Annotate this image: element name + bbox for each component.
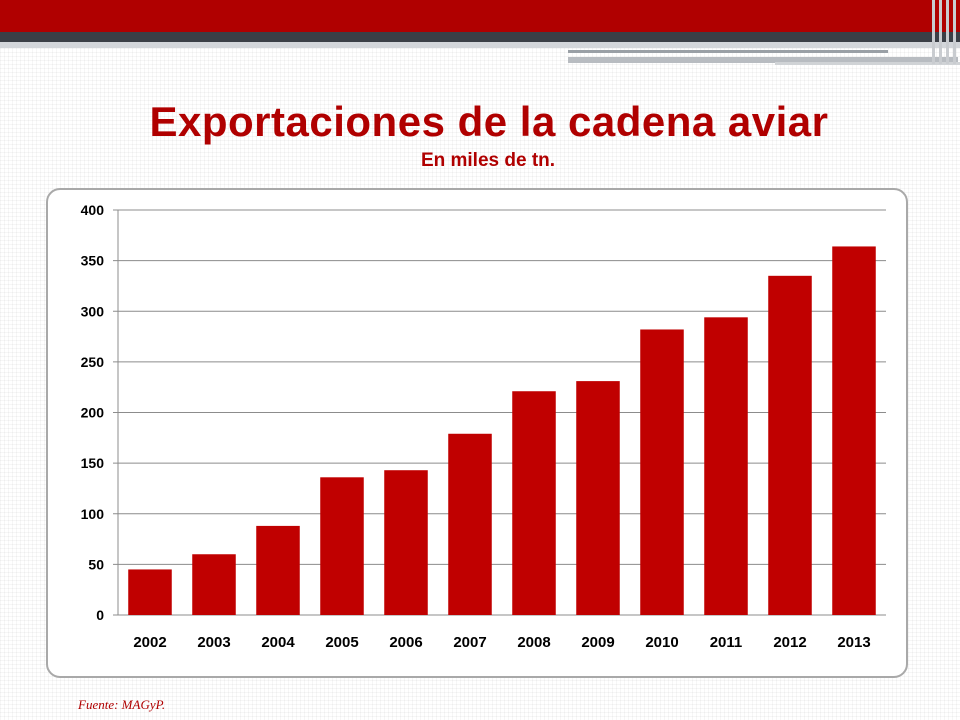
y-tick-label: 250 <box>81 354 105 370</box>
bar-2008 <box>512 391 556 615</box>
bar-2013 <box>832 246 876 615</box>
bar-2009 <box>576 381 620 615</box>
header-accent-rule <box>568 50 888 53</box>
header-light-band <box>0 42 960 48</box>
bar-chart: 0 50 100 150 200 250 300 350 400 2002 2003 2004 2005… <box>81 202 886 651</box>
header-corner-stripes <box>930 0 960 64</box>
x-tick-label: 2011 <box>710 634 743 651</box>
header-red-bar <box>0 0 960 32</box>
slide-title: Exportaciones de la cadena aviar <box>149 98 829 145</box>
x-tick-label: 2009 <box>581 634 614 651</box>
y-tick-label: 150 <box>81 455 105 471</box>
x-tick-label: 2007 <box>453 634 486 651</box>
x-tick-label: 2008 <box>517 634 550 651</box>
y-tick-label: 350 <box>81 253 105 269</box>
chart-frame: 0 50 100 150 200 250 300 350 400 2002 2003 2004 2005… <box>46 188 908 678</box>
bar-2004 <box>256 525 300 615</box>
x-tick-label: 2004 <box>261 634 295 651</box>
bar-2010 <box>640 329 684 615</box>
slide-subtitle: En miles de tn. <box>420 150 556 171</box>
bar-2005 <box>320 477 364 615</box>
x-tick-label: 2006 <box>389 634 422 651</box>
source-note: Fuente: MAGyP. <box>78 697 166 712</box>
header-accent-rule <box>775 62 960 65</box>
header-dark-band <box>0 32 960 42</box>
x-tick-label: 2012 <box>773 634 806 651</box>
header-accent-rule <box>568 57 958 63</box>
bar-2012 <box>768 275 812 615</box>
bar-2006 <box>384 470 428 615</box>
bar-2011 <box>704 317 748 615</box>
x-tick-label: 2005 <box>325 634 358 651</box>
y-tick-label: 200 <box>81 405 105 421</box>
x-tick-label: 2002 <box>133 634 166 651</box>
y-tick-label: 50 <box>88 556 104 572</box>
y-tick-label: 300 <box>81 303 105 319</box>
bar-2003 <box>192 554 236 615</box>
x-tick-label: 2010 <box>645 634 678 651</box>
x-tick-label: 2003 <box>197 634 230 651</box>
y-tick-label: 100 <box>81 506 105 522</box>
x-tick-label: 2013 <box>837 634 870 651</box>
y-tick-label: 400 <box>81 202 105 218</box>
bar-2002 <box>128 569 172 615</box>
y-tick-label: 0 <box>96 607 104 623</box>
bar-2007 <box>448 433 492 615</box>
